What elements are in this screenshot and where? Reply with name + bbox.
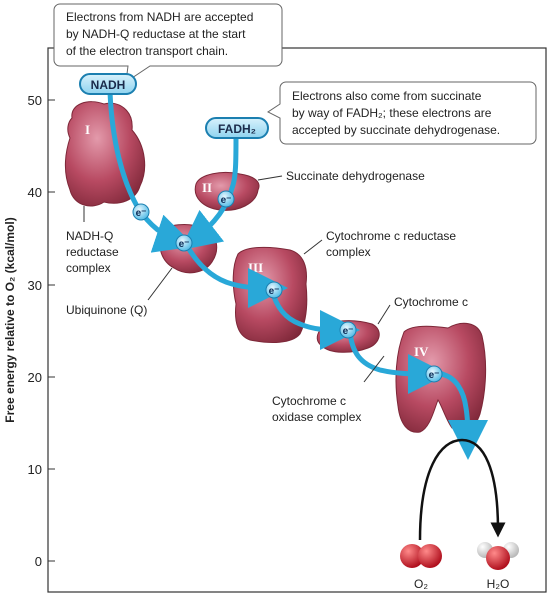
tick-label-0: 0 [35,554,42,569]
electron-badges: e⁻ e⁻ e⁻ e⁻ e⁻ e⁻ [132,190,443,383]
arrow-cytc-to-iv [347,329,448,394]
fadh2-tag: FADH₂ [205,117,269,139]
y-axis-label: Free energy relative to O₂ (kcal/mol) [3,217,17,422]
ubiquinone-label: Ubiquinone (Q) [66,303,147,317]
cytochrome-c-label: Cytochrome c [394,295,468,309]
arrow-q-to-iii [183,241,288,308]
o2-molecule-icon [400,544,442,568]
complex-i-label-line-3: complex [66,261,111,275]
h2o-molecule-icon [477,542,519,570]
complex-iv-numeral: IV [414,344,429,359]
nadh-tag: NADH [79,73,137,95]
arrow-iii-to-cytc [269,287,360,350]
electron-2-label: e⁻ [221,195,232,206]
fadh2-label: FADH₂ [218,122,256,136]
tick-label-10: 10 [28,462,42,477]
nadh-label: NADH [91,78,126,92]
complex-i-label-line-2: reductase [66,245,119,259]
electron-5-label: e⁻ [343,326,354,337]
callout-fadh2-line-1: Electrons also come from succinate [292,89,482,103]
callout-fadh2-line-3: accepted by succinate dehydrogenase. [292,123,500,137]
arrow-iv-to-o2 [437,371,488,460]
h2o-label: H₂O [487,577,510,591]
electron-6-label: e⁻ [429,370,440,381]
arrow-nadh-to-q [107,89,195,253]
complex-iii-label-line-2: complex [326,245,371,259]
callout-nadh-line-2: by NADH-Q reductase at the start [66,27,246,41]
complex-i [64,101,146,207]
callout-nadh: Electrons from NADH are accepted by NADH… [53,3,283,84]
electron-3: e⁻ [175,234,193,252]
callout-nadh-line-1: Electrons from NADH are accepted [66,10,253,24]
complex-i-label-line-1: NADH-Q [66,229,113,243]
complex-iii-label-line-1: Cytochrome c reductase [326,229,456,243]
electron-5: e⁻ [339,321,357,339]
complex-i-numeral: I [85,122,90,137]
leader-lines [83,175,391,383]
reaction-arrow [418,438,506,541]
tick-label-50: 50 [28,93,42,108]
tick-label-30: 30 [28,278,42,293]
complex-ii-label: Succinate dehydrogenase [286,169,425,183]
callout-fadh2: Electrons also come from succinate by wa… [267,81,537,145]
arrow-fadh2-to-q [180,133,239,251]
complex-iv-label-line-2: oxidase complex [272,410,361,424]
tick-label-40: 40 [28,185,42,200]
tick-label-20: 20 [28,370,42,385]
callout-nadh-line-3: of the electron transport chain. [66,44,228,58]
electron-3-label: e⁻ [179,239,190,250]
electron-1-label: e⁻ [136,208,147,219]
electron-flow-arrows [107,89,488,460]
o2-label: O₂ [414,577,428,591]
complex-iv-label-line-1: Cytochrome c [272,394,346,408]
electron-6: e⁻ [425,365,443,383]
plot-frame [47,47,547,593]
electron-2: e⁻ [217,190,235,208]
complex-iii-numeral: III [248,260,263,275]
complex-ii-numeral: II [202,180,212,195]
electron-4: e⁻ [265,281,283,299]
electron-1: e⁻ [132,203,150,221]
electron-4-label: e⁻ [269,286,280,297]
y-axis-ticks: 50 40 30 20 10 0 [28,93,55,569]
callout-fadh2-line-2: by way of FADH₂; these electrons are [292,106,492,120]
